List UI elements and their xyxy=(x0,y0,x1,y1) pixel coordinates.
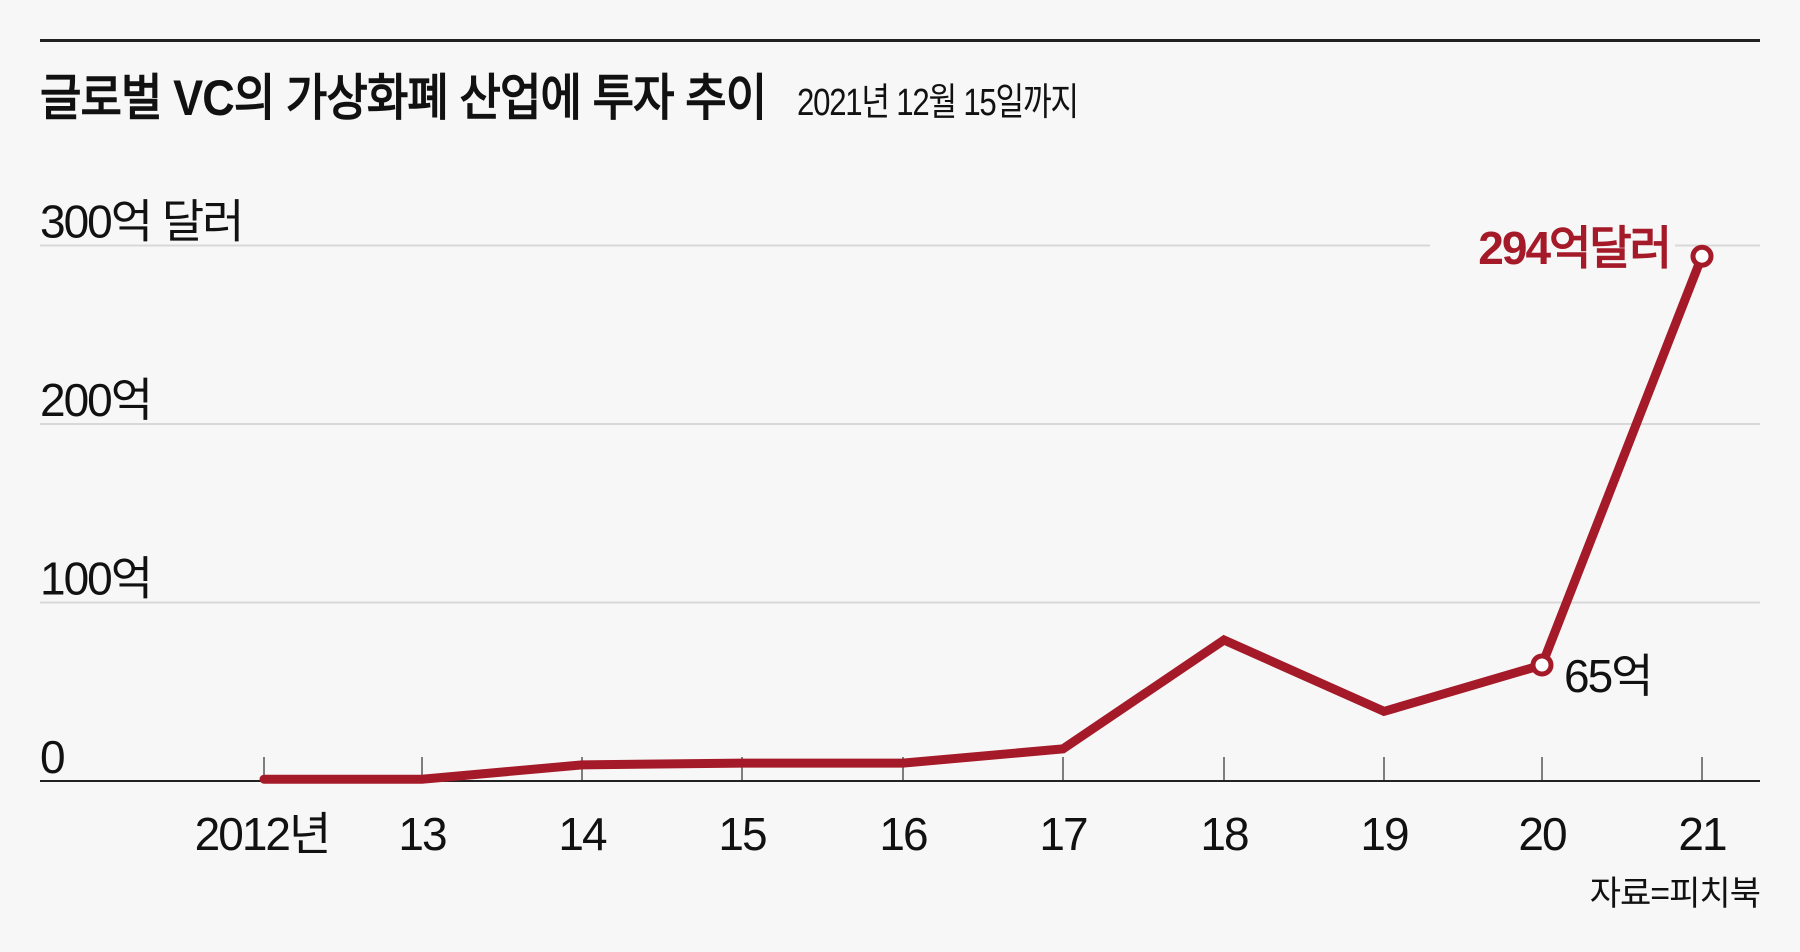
data-point-marker xyxy=(1530,653,1554,677)
x-tick-label: 16 xyxy=(879,808,927,860)
gridlines xyxy=(40,244,1760,604)
x-tick-label: 2012년 xyxy=(195,808,330,860)
chart-subtitle: 2021년 12월 15일까지 xyxy=(796,82,1079,124)
y-tick-label: 200억 xyxy=(40,374,151,426)
x-tick-label: 21 xyxy=(1678,808,1726,860)
top-rule xyxy=(40,39,1760,42)
data-point-marker xyxy=(1690,244,1714,268)
y-tick-label: 300억 달러 xyxy=(40,196,243,248)
data-point-markers xyxy=(1530,244,1714,677)
label-background xyxy=(1430,215,1675,270)
annotation-2020: 65억 xyxy=(1564,650,1652,702)
data-line xyxy=(259,251,1707,784)
chart-title: 글로벌 VC의 가상화폐 산업에 투자 추이 xyxy=(40,70,767,126)
x-tick-label: 14 xyxy=(558,808,607,860)
y-tick-label: 100억 xyxy=(40,553,151,605)
y-tick-label: 0 xyxy=(40,731,64,783)
source-note: 자료=피치북 xyxy=(1590,875,1760,913)
x-axis-labels: 2012년 13 14 15 16 17 18 19 20 21 xyxy=(195,808,1728,860)
header: 글로벌 VC의 가상화폐 산업에 투자 추이 2021년 12월 15일까지 xyxy=(40,58,1139,130)
y-axis-labels: 300억 달러 200억 100억 0 xyxy=(40,196,245,784)
label-mask xyxy=(1430,215,1675,270)
x-tick-label: 13 xyxy=(398,808,446,860)
x-tick-label: 20 xyxy=(1518,808,1566,860)
peak-annotation: 294억달러 xyxy=(1478,222,1670,274)
x-tick-label: 15 xyxy=(718,808,766,860)
x-tick-label: 18 xyxy=(1200,808,1248,860)
x-tick-label: 17 xyxy=(1039,808,1087,860)
x-tick-label: 19 xyxy=(1360,808,1408,860)
